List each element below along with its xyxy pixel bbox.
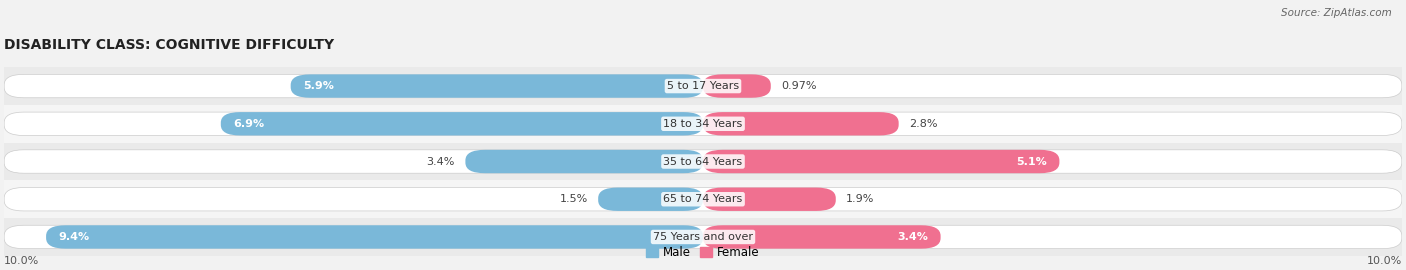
FancyBboxPatch shape bbox=[46, 225, 703, 249]
Text: 5.1%: 5.1% bbox=[1017, 157, 1047, 167]
Text: 1.5%: 1.5% bbox=[560, 194, 588, 204]
Text: DISABILITY CLASS: COGNITIVE DIFFICULTY: DISABILITY CLASS: COGNITIVE DIFFICULTY bbox=[4, 38, 335, 52]
FancyBboxPatch shape bbox=[4, 74, 1402, 98]
FancyBboxPatch shape bbox=[598, 188, 703, 211]
Bar bbox=[4, 105, 1402, 143]
Text: 6.9%: 6.9% bbox=[233, 119, 264, 129]
Text: 0.97%: 0.97% bbox=[782, 81, 817, 91]
Text: 9.4%: 9.4% bbox=[59, 232, 90, 242]
FancyBboxPatch shape bbox=[703, 188, 835, 211]
Text: 5 to 17 Years: 5 to 17 Years bbox=[666, 81, 740, 91]
Text: 18 to 34 Years: 18 to 34 Years bbox=[664, 119, 742, 129]
Bar bbox=[4, 218, 1402, 256]
Text: 3.4%: 3.4% bbox=[897, 232, 928, 242]
FancyBboxPatch shape bbox=[703, 150, 1059, 173]
FancyBboxPatch shape bbox=[4, 188, 1402, 211]
Text: 10.0%: 10.0% bbox=[4, 256, 39, 266]
Bar bbox=[4, 180, 1402, 218]
FancyBboxPatch shape bbox=[703, 225, 941, 249]
Text: 3.4%: 3.4% bbox=[426, 157, 456, 167]
Text: 2.8%: 2.8% bbox=[910, 119, 938, 129]
Text: 75 Years and over: 75 Years and over bbox=[652, 232, 754, 242]
Text: 65 to 74 Years: 65 to 74 Years bbox=[664, 194, 742, 204]
FancyBboxPatch shape bbox=[703, 74, 770, 98]
FancyBboxPatch shape bbox=[465, 150, 703, 173]
Text: 35 to 64 Years: 35 to 64 Years bbox=[664, 157, 742, 167]
Bar bbox=[4, 143, 1402, 180]
Text: 5.9%: 5.9% bbox=[304, 81, 335, 91]
FancyBboxPatch shape bbox=[703, 112, 898, 136]
FancyBboxPatch shape bbox=[4, 150, 1402, 173]
Text: 1.9%: 1.9% bbox=[846, 194, 875, 204]
FancyBboxPatch shape bbox=[4, 112, 1402, 136]
FancyBboxPatch shape bbox=[4, 225, 1402, 249]
Text: 10.0%: 10.0% bbox=[1367, 256, 1402, 266]
Text: Source: ZipAtlas.com: Source: ZipAtlas.com bbox=[1281, 8, 1392, 18]
Legend: Male, Female: Male, Female bbox=[647, 246, 759, 259]
FancyBboxPatch shape bbox=[291, 74, 703, 98]
FancyBboxPatch shape bbox=[221, 112, 703, 136]
Bar bbox=[4, 67, 1402, 105]
